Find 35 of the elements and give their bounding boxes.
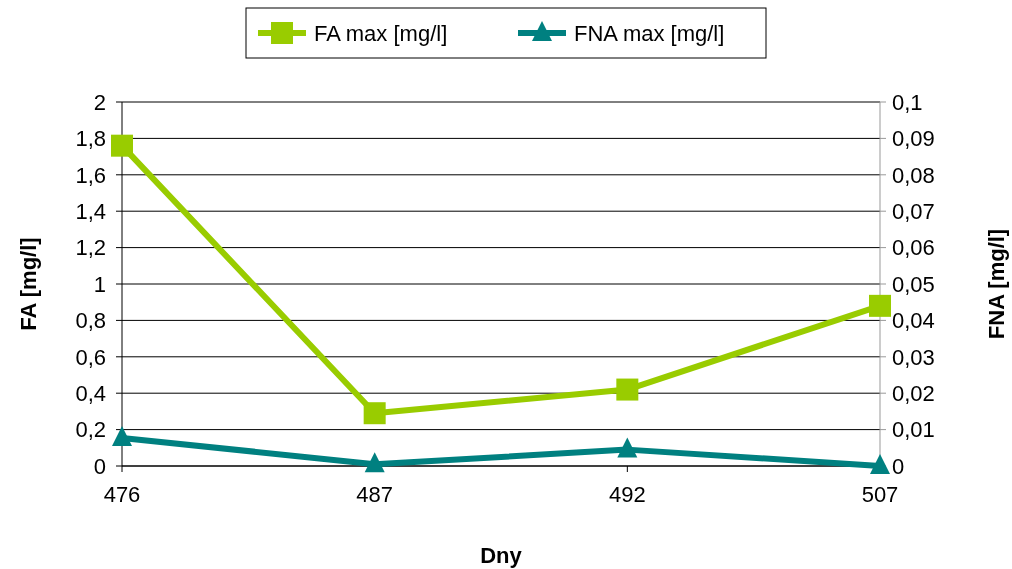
point xyxy=(363,402,386,425)
y-tick-label: 2 xyxy=(93,89,106,115)
y2-tick-label: 0,03 xyxy=(892,344,935,370)
y2-tick-label: 0,1 xyxy=(892,89,923,115)
y2-tick-label: 0,02 xyxy=(892,380,935,406)
y-tick-label: 1 xyxy=(93,271,106,297)
x-tick-label: 492 xyxy=(608,482,646,507)
x-tick-label: 487 xyxy=(356,482,394,507)
y2-tick-label: 0,08 xyxy=(892,162,935,188)
y-tick-label: 1,6 xyxy=(75,162,106,188)
x-tick-label: 507 xyxy=(861,482,899,507)
point xyxy=(869,294,891,317)
point xyxy=(616,378,639,401)
y2-tick-label: 0,09 xyxy=(892,126,935,152)
legend-label: FNA max [mg/l] xyxy=(574,20,725,46)
y-tick-label: 1,4 xyxy=(75,198,106,224)
x-tick-label: 476 xyxy=(103,482,141,507)
y2-tick-label: 0,01 xyxy=(892,417,935,443)
y-tick-label: 1,2 xyxy=(75,235,106,261)
y2-axis-title: FNA [mg/l] xyxy=(984,228,1009,340)
legend-label: FA max [mg/l] xyxy=(314,20,448,46)
y2-tick-label: 0,05 xyxy=(892,271,935,297)
y2-tick-label: 0,06 xyxy=(892,235,935,261)
y-tick-label: 0,2 xyxy=(75,417,106,443)
x-axis-title: Dny xyxy=(480,543,523,568)
y-tick-label: 0,8 xyxy=(75,308,106,334)
y-tick-label: 0 xyxy=(93,453,106,479)
y2-tick-label: 0,04 xyxy=(892,308,935,334)
y-tick-label: 0,6 xyxy=(75,344,106,370)
y-axis-title: FA [mg/l] xyxy=(16,237,41,331)
y2-tick-label: 0,07 xyxy=(892,198,935,224)
y-tick-label: 0,4 xyxy=(75,380,106,406)
y-tick-label: 1,8 xyxy=(75,126,106,152)
point xyxy=(111,134,133,157)
y2-tick-label: 0 xyxy=(892,453,905,479)
